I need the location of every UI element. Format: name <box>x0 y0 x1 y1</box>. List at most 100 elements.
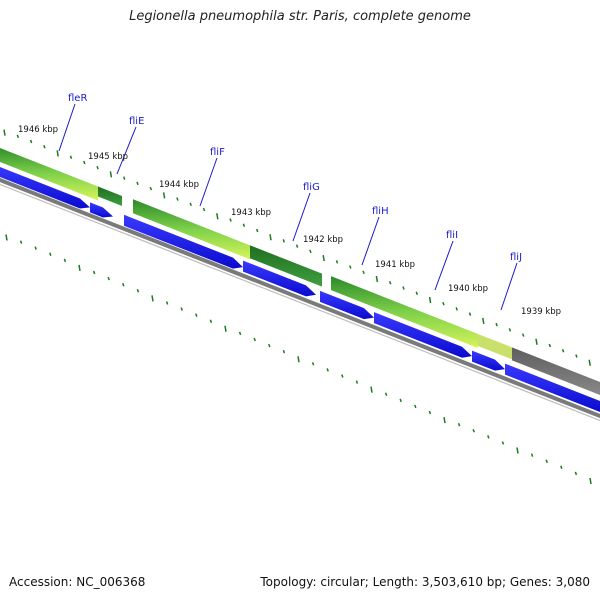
scale-tick <box>561 349 565 353</box>
scale-tick <box>96 165 99 170</box>
scale-tick <box>255 228 259 233</box>
scale-tick <box>69 155 73 159</box>
leader-line-fliH <box>361 216 380 266</box>
scale-tick <box>49 252 52 256</box>
gene-arrow-fliG <box>243 260 316 297</box>
scale-tick <box>63 258 67 263</box>
scale-tick <box>165 301 169 305</box>
scale-tick <box>355 380 359 384</box>
scale-label: 1945 kbp <box>88 152 128 162</box>
scale-tick <box>402 286 405 290</box>
gene-label-fliH: fliH <box>372 206 389 217</box>
scale-label: 1943 kbp <box>231 208 271 218</box>
scale-tick <box>202 207 206 212</box>
backbone-highlight <box>0 183 600 422</box>
scale-tick <box>43 145 46 149</box>
topology-text: Topology: circular; Length: 3,503,610 bp… <box>260 575 590 589</box>
scale-tick <box>224 325 227 332</box>
leader-line-fliI <box>434 240 454 291</box>
scale-tick <box>122 176 126 180</box>
accession-text: Accession: NC_006368 <box>9 575 146 589</box>
gene-arrow-fleR <box>0 166 90 209</box>
scale-tick <box>501 441 505 445</box>
gene-arrow-fliH <box>320 290 374 320</box>
scale-tick <box>384 392 388 396</box>
gc-segment <box>133 199 250 260</box>
scale-tick <box>428 410 432 415</box>
scale-tick <box>574 471 578 476</box>
leader-line-fliE <box>116 126 137 175</box>
scale-tick <box>362 270 365 275</box>
gc-content-track <box>0 147 600 395</box>
scale-tick <box>575 354 578 358</box>
scale-tick <box>535 338 538 345</box>
scale-tick <box>282 349 286 354</box>
scale-tick <box>455 307 458 311</box>
scale-tick <box>468 312 472 316</box>
scale-tick <box>238 331 242 336</box>
scale-tick <box>516 447 519 454</box>
gc-segment <box>250 245 322 287</box>
scale-tick <box>508 328 512 332</box>
scale-tick <box>269 234 272 241</box>
scale-tick <box>349 265 352 269</box>
scale-label: 1942 kbp <box>303 235 343 245</box>
scale-tick <box>34 246 37 250</box>
scale-tick <box>180 307 183 311</box>
scale-tick <box>311 362 315 366</box>
scale-label: 1940 kbp <box>448 284 488 294</box>
scale-labels: 1946 kbp 1945 kbp 1944 kbp 1943 kbp 1942 kbp… <box>18 125 561 317</box>
scale-tick <box>589 477 592 485</box>
scale-tick <box>588 359 591 366</box>
scale-tick <box>482 317 485 325</box>
gene-label-fliJ: fliJ <box>510 252 522 263</box>
scale-tick <box>341 374 344 378</box>
scale-label: 1946 kbp <box>18 125 58 135</box>
gene-label-fliI: fliI <box>446 230 458 241</box>
scale-tick <box>109 171 113 178</box>
scale-tick <box>29 139 33 144</box>
scale-ticks-outer <box>3 129 591 366</box>
gc-segment <box>478 333 512 360</box>
scale-tick <box>442 301 445 306</box>
scale-tick <box>107 276 110 281</box>
scale-tick <box>122 282 125 287</box>
gene-arrow-fliI <box>374 312 472 358</box>
gc-segment <box>0 147 98 201</box>
scale-tick <box>415 291 419 295</box>
scale-tick <box>136 289 140 293</box>
scale-tick <box>443 416 446 424</box>
gc-segment <box>512 347 600 395</box>
scale-label: 1944 kbp <box>159 180 199 190</box>
scale-ticks-inner <box>5 234 592 485</box>
scale-tick <box>136 181 139 186</box>
scale-tick <box>209 319 213 323</box>
scale-tick <box>297 356 300 363</box>
leader-line-fliJ <box>500 262 518 311</box>
scale-tick <box>399 398 402 403</box>
scale-tick <box>495 322 498 327</box>
scale-tick <box>162 192 166 199</box>
scale-tick <box>295 244 299 248</box>
scale-tick <box>195 313 198 317</box>
gene-label-fliG: fliG <box>303 182 320 193</box>
scale-tick <box>56 150 59 157</box>
scale-tick <box>545 459 548 463</box>
scale-tick <box>521 333 525 337</box>
scale-tick <box>370 386 373 393</box>
scale-tick <box>19 240 23 244</box>
scale-tick <box>253 337 256 342</box>
scale-tick <box>414 404 417 409</box>
scale-tick <box>5 234 8 241</box>
scale-tick <box>229 218 232 222</box>
map-title: Legionella pneumophila str. Paris, compl… <box>129 9 471 24</box>
gene-arrow-fliF <box>124 214 243 269</box>
scale-tick <box>428 296 432 304</box>
leader-line-fleR <box>58 103 76 152</box>
leader-line-fliG <box>292 192 311 242</box>
scale-tick <box>176 197 179 201</box>
scale-tick <box>282 239 286 243</box>
leader-line-fliF <box>199 157 218 207</box>
scale-tick <box>548 343 552 348</box>
